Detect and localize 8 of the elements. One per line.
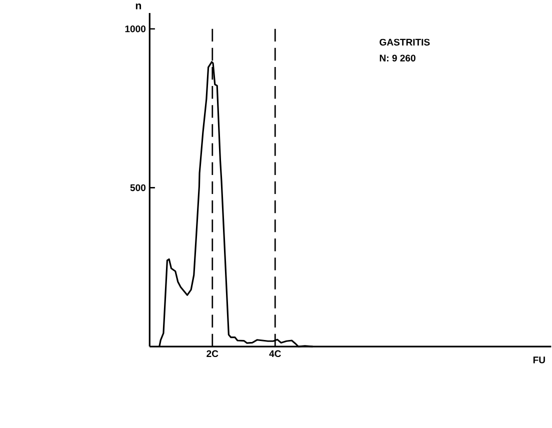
x-axis-title: FU (533, 356, 545, 364)
y-tick-label: 500 (130, 184, 146, 191)
y-axis-title: n (136, 3, 142, 10)
y-tick-label: 1000 (125, 25, 146, 32)
annotation: N: 9 260 (380, 54, 416, 62)
x-tick-label: 2C (206, 350, 218, 357)
x-tick-label: 4C (269, 350, 281, 357)
annotation: GASTRITIS (380, 38, 430, 46)
